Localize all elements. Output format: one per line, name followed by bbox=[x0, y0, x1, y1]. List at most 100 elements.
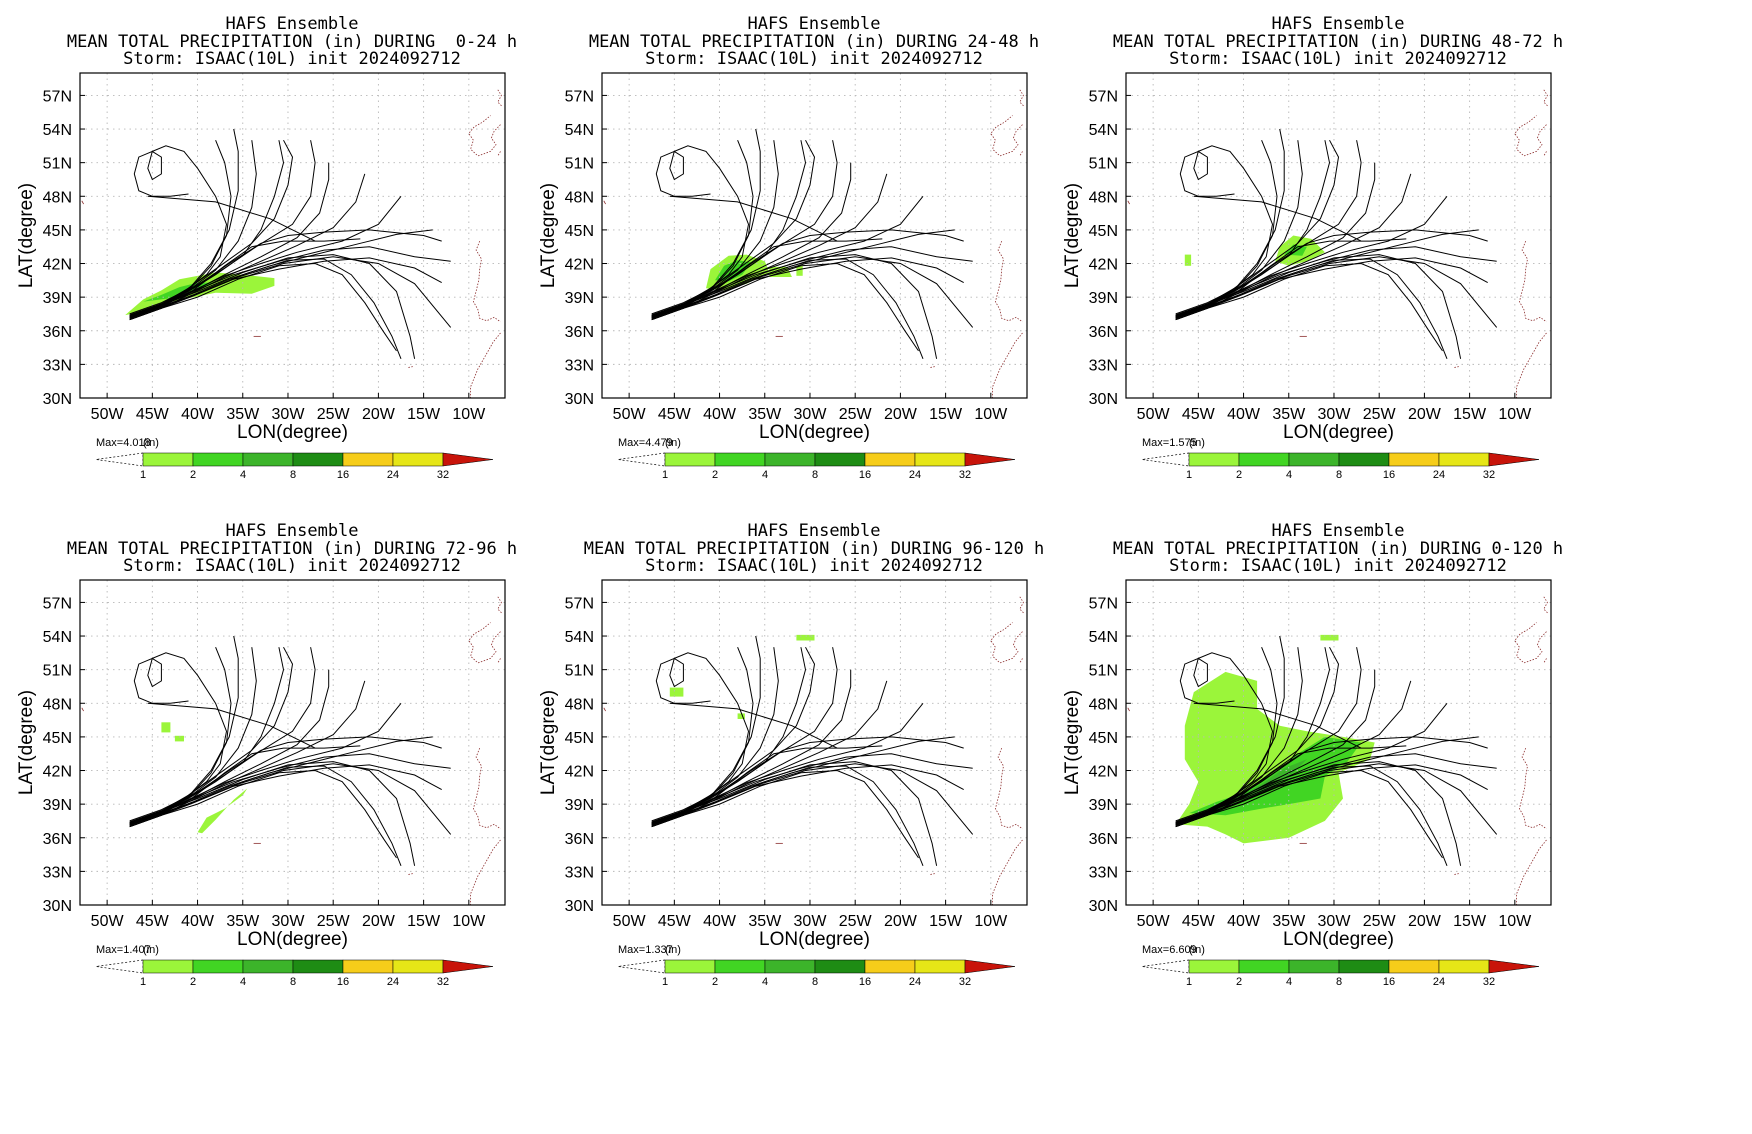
panel-ensemble-title: HAFS Ensemble bbox=[225, 14, 359, 34]
coastline bbox=[1453, 873, 1459, 876]
track-line bbox=[651, 736, 964, 823]
colorbar-over-triangle bbox=[1488, 452, 1540, 467]
colorbar-under-triangle bbox=[95, 452, 144, 467]
lat-tick-label: 39N bbox=[565, 290, 594, 307]
colorbar-segment bbox=[1338, 452, 1390, 467]
track-line bbox=[129, 229, 433, 319]
grid bbox=[1126, 73, 1551, 398]
track-line bbox=[651, 229, 964, 316]
track-line bbox=[651, 753, 973, 823]
max-value-label: Max=4.479 bbox=[618, 437, 673, 449]
coastline bbox=[992, 332, 1023, 398]
lon-tick-label: 45W bbox=[136, 913, 170, 930]
colorbar-over-triangle bbox=[964, 452, 1016, 467]
units-label: (in) bbox=[1189, 437, 1205, 449]
track-line bbox=[669, 702, 838, 749]
track-line bbox=[651, 140, 838, 319]
x-axis-title: LON(degree) bbox=[237, 422, 348, 443]
lon-tick-label: 30W bbox=[794, 913, 828, 930]
panel-ensemble-title: HAFS Ensemble bbox=[747, 14, 881, 34]
lat-tick-label: 45N bbox=[43, 730, 72, 747]
track-line bbox=[147, 702, 316, 749]
colorbar-level-label: 24 bbox=[387, 976, 399, 988]
colorbar-over-triangle bbox=[1488, 959, 1540, 974]
track-line bbox=[147, 195, 316, 242]
lat-tick-label: 30N bbox=[43, 898, 72, 915]
track-line bbox=[651, 262, 919, 352]
colorbar-segment bbox=[292, 452, 344, 467]
colorbar-segment bbox=[914, 452, 966, 467]
lon-tick-label: 10W bbox=[452, 406, 486, 423]
coastline bbox=[1019, 151, 1023, 157]
colorbar-level-label: 1 bbox=[1186, 976, 1192, 988]
panel-4: HAFS Ensemble MEAN TOTAL PRECIPITATION (i… bbox=[0, 507, 584, 1074]
colorbar-segment bbox=[142, 959, 194, 974]
colorbar-level-label: 32 bbox=[1483, 469, 1495, 481]
precip-region bbox=[1207, 759, 1307, 811]
lat-tick-label: 39N bbox=[1089, 797, 1118, 814]
lon-tick-label: 25W bbox=[839, 913, 873, 930]
lon-tick-label: 15W bbox=[1453, 406, 1487, 423]
max-value-label: Max=1.407 bbox=[96, 944, 151, 956]
track-line bbox=[651, 254, 938, 359]
track-line bbox=[1175, 745, 1407, 825]
max-value-label: Max=1.337 bbox=[618, 944, 673, 956]
lon-tick-label: 10W bbox=[974, 406, 1008, 423]
lon-tick-label: 10W bbox=[974, 913, 1008, 930]
lat-tick-label: 57N bbox=[1089, 88, 1118, 105]
colorbar-level-label: 4 bbox=[240, 469, 246, 481]
units-label: (in) bbox=[1189, 944, 1205, 956]
lat-tick-label: 54N bbox=[565, 629, 594, 646]
coastline bbox=[1019, 596, 1025, 614]
colorbar-under-triangle bbox=[617, 452, 666, 467]
track-line bbox=[1175, 254, 1462, 359]
colorbar-segment bbox=[292, 959, 344, 974]
track-line bbox=[651, 765, 924, 866]
colorbar-segment bbox=[814, 452, 866, 467]
track-line bbox=[1175, 736, 1488, 823]
lat-tick-label: 48N bbox=[565, 189, 594, 206]
track-line bbox=[1175, 139, 1340, 317]
coastline bbox=[1019, 89, 1025, 107]
track-line bbox=[129, 763, 452, 835]
lon-tick-label: 25W bbox=[317, 913, 351, 930]
lon-tick-label: 20W bbox=[884, 913, 918, 930]
precip-region bbox=[197, 788, 248, 834]
coastline bbox=[603, 200, 606, 205]
lat-tick-label: 51N bbox=[43, 663, 72, 680]
coastline bbox=[468, 622, 501, 664]
colorbar-level-label: 4 bbox=[240, 976, 246, 988]
coastline bbox=[1516, 839, 1547, 905]
lat-tick-label: 30N bbox=[1089, 391, 1118, 408]
colorbar-level-label: 8 bbox=[1336, 469, 1342, 481]
colorbar-segment bbox=[664, 959, 716, 974]
panel-1: HAFS Ensemble MEAN TOTAL PRECIPITATION (i… bbox=[0, 0, 584, 567]
track-line bbox=[129, 761, 416, 866]
lon-tick-label: 15W bbox=[1453, 913, 1487, 930]
colorbar-segment bbox=[864, 452, 916, 467]
colorbar-level-label: 16 bbox=[859, 976, 871, 988]
coastline bbox=[407, 873, 413, 876]
lat-tick-label: 36N bbox=[1089, 831, 1118, 848]
colorbar-level-label: 32 bbox=[437, 976, 449, 988]
colorbar-level-label: 2 bbox=[712, 469, 718, 481]
grid bbox=[602, 580, 1027, 905]
y-axis-title: LAT(degree) bbox=[538, 183, 559, 288]
y-axis-title: LAT(degree) bbox=[16, 183, 37, 288]
panel-storm-line: Storm: ISAAC(10L) init 2024092712 bbox=[645, 556, 983, 576]
precip-region bbox=[1184, 254, 1192, 266]
grid bbox=[80, 73, 505, 398]
lat-tick-label: 36N bbox=[43, 831, 72, 848]
coastline bbox=[1514, 115, 1547, 157]
lat-tick-label: 45N bbox=[1089, 223, 1118, 240]
coastline bbox=[1453, 366, 1459, 369]
track-line bbox=[1175, 140, 1278, 318]
colorbar-level-label: 32 bbox=[959, 469, 971, 481]
track-line bbox=[129, 753, 451, 823]
track-line bbox=[129, 736, 433, 826]
lon-tick-label: 50W bbox=[1137, 913, 1171, 930]
lat-tick-label: 33N bbox=[565, 864, 594, 881]
track-line bbox=[1175, 229, 1479, 319]
colorbar-segment bbox=[814, 959, 866, 974]
lat-tick-label: 36N bbox=[1089, 324, 1118, 341]
